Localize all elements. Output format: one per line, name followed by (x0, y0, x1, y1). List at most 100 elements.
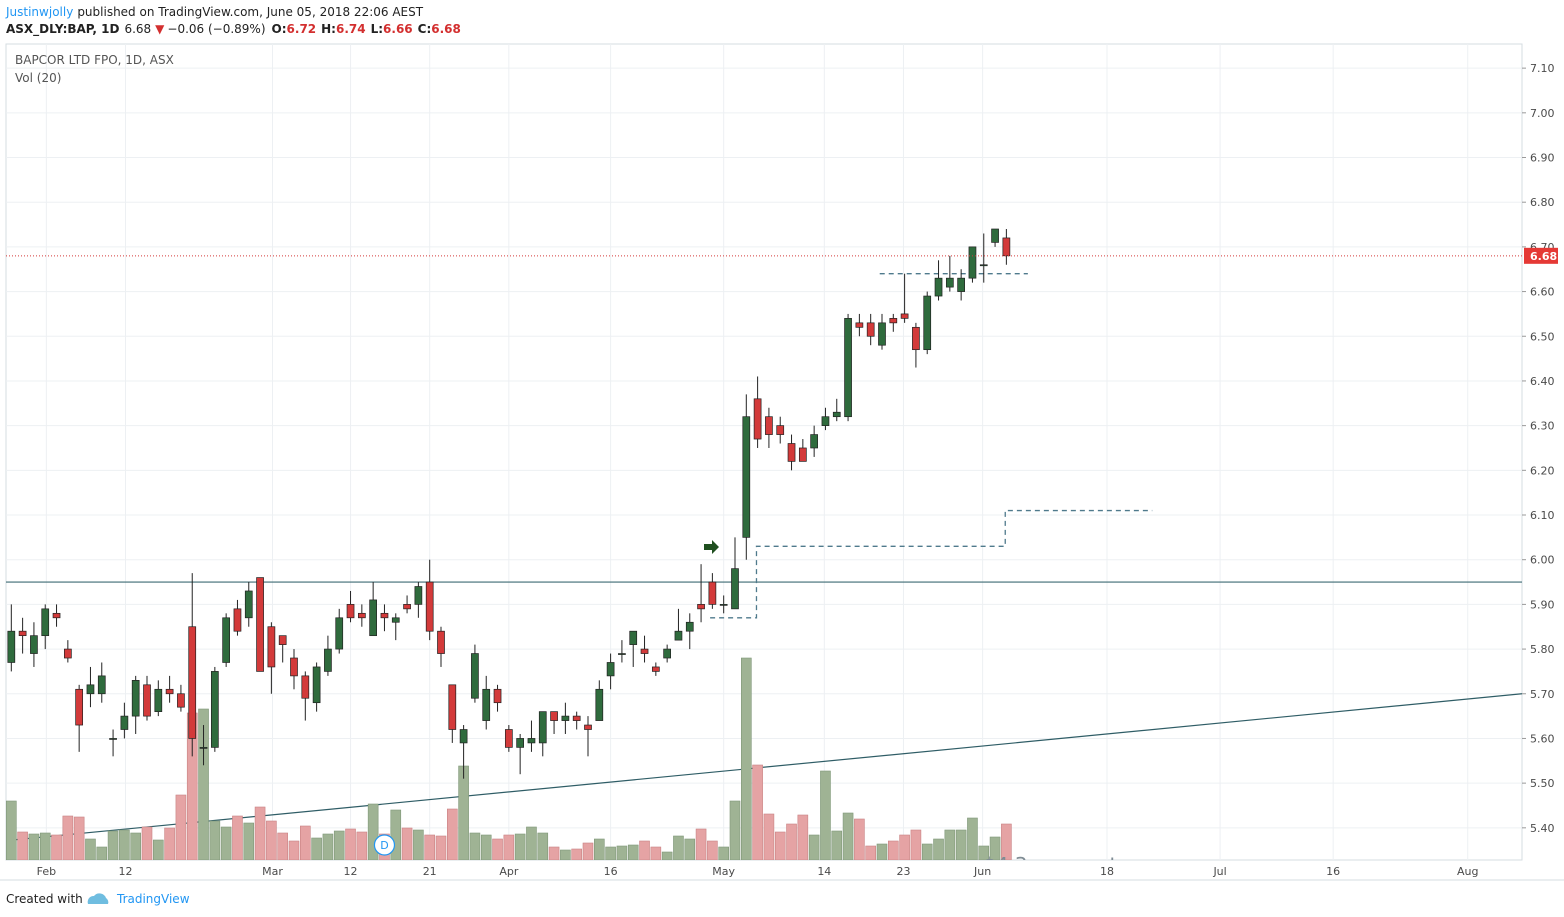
y-tick-label: 6.50 (1530, 330, 1555, 343)
candle-body (550, 711, 558, 721)
volume-bar (447, 808, 458, 860)
volume-bar (695, 828, 707, 860)
candle-body (832, 411, 841, 418)
volume-bar (616, 845, 628, 860)
candle-body (753, 398, 762, 440)
y-tick-label: 7.00 (1530, 107, 1555, 120)
legend-indicator: Vol (20) (15, 71, 61, 85)
candle-body (957, 277, 965, 292)
volume-bar (153, 839, 164, 860)
volume-bar (673, 835, 684, 860)
candle-body (776, 425, 785, 435)
footer-brand[interactable]: TradingView (116, 892, 190, 906)
candle-body (629, 630, 638, 645)
volume-bar (967, 817, 978, 860)
volume-bar (718, 846, 729, 860)
volume-bar (130, 832, 141, 860)
candle-body (437, 630, 445, 654)
candle-body (889, 318, 898, 324)
volume-bar (424, 834, 435, 860)
volume-bar (684, 838, 696, 860)
volume-bar (955, 829, 967, 860)
x-tick-label: 14 (817, 865, 831, 878)
candle-body (731, 568, 739, 610)
candle-body (527, 738, 536, 744)
volume-bar (119, 829, 130, 860)
volume-bar (345, 828, 356, 860)
ohlc-value: 6.66 (383, 22, 413, 36)
candle-body (301, 675, 310, 699)
volume-bar (141, 826, 153, 860)
volume-bar (356, 831, 368, 860)
candle-body (75, 688, 84, 726)
last: 6.68 (124, 22, 151, 36)
y-tick-label: 6.20 (1530, 464, 1555, 477)
candle-body (312, 666, 321, 704)
y-tick-label: 6.80 (1530, 196, 1555, 209)
candle-body (18, 630, 27, 637)
candle-body (459, 729, 468, 744)
volume-bar (39, 832, 51, 860)
volume-bar (899, 834, 910, 860)
candle-body (719, 604, 728, 606)
ohlc-value: 6.68 (431, 22, 461, 36)
volume-bar (85, 838, 96, 860)
candle-body (538, 711, 547, 744)
candle-body (109, 738, 117, 740)
candle-body (143, 684, 151, 717)
footer-created: Created with (6, 892, 83, 906)
candle-body (335, 617, 344, 650)
candle-body (267, 626, 276, 668)
candle-body (866, 322, 875, 337)
volume-bar (548, 846, 560, 860)
x-tick-label: Apr (499, 865, 519, 878)
volume-bar (526, 826, 537, 860)
candle-body (7, 630, 16, 663)
ohlc-key: C: (418, 22, 432, 36)
y-tick-label: 7.10 (1530, 62, 1555, 75)
volume-bar (367, 803, 379, 860)
candle-body (324, 648, 332, 672)
volume-bar (220, 826, 232, 860)
candle-body (663, 648, 671, 659)
volume-bar (854, 818, 865, 860)
y-tick-label: 5.90 (1530, 598, 1555, 611)
candle-body (504, 729, 513, 748)
ohlc-key: O: (272, 22, 287, 36)
volume-bar (254, 806, 266, 860)
volume-bar (707, 840, 718, 860)
candle-body (165, 688, 174, 695)
volume-bar (333, 830, 345, 860)
y-tick-label: 6.30 (1530, 420, 1555, 433)
y-tick-label: 6.00 (1530, 554, 1555, 567)
x-tick-label: Feb (37, 865, 56, 878)
volume-bar (774, 831, 786, 860)
author[interactable]: Justinwjolly (5, 5, 73, 19)
candle-body (900, 313, 909, 319)
candle-body (131, 680, 140, 717)
volume-bar (876, 843, 888, 860)
volume-bar (164, 827, 175, 860)
candle-body (369, 599, 378, 637)
volume-bar (62, 815, 74, 860)
candle-body (878, 322, 886, 346)
candle-body (471, 653, 479, 699)
volume-bar (492, 838, 503, 860)
candle-body (606, 662, 615, 677)
volume-bar (627, 844, 639, 860)
candle-body (233, 608, 242, 632)
plot: D $4.3 per cent move (6, 44, 1522, 860)
x-tick-label: Jun (973, 865, 991, 878)
volume-bar (311, 837, 322, 860)
volume-bar (73, 816, 85, 860)
volume-bar (978, 845, 990, 860)
x-tick-label: 23 (896, 865, 910, 878)
volume-bar (639, 840, 650, 860)
candle-body (493, 688, 502, 704)
candle-body (1002, 237, 1011, 257)
volume-bar (288, 840, 300, 860)
volume-bar (605, 846, 616, 860)
y-tick-label: 6.10 (1530, 509, 1555, 522)
candle-body (595, 688, 604, 721)
